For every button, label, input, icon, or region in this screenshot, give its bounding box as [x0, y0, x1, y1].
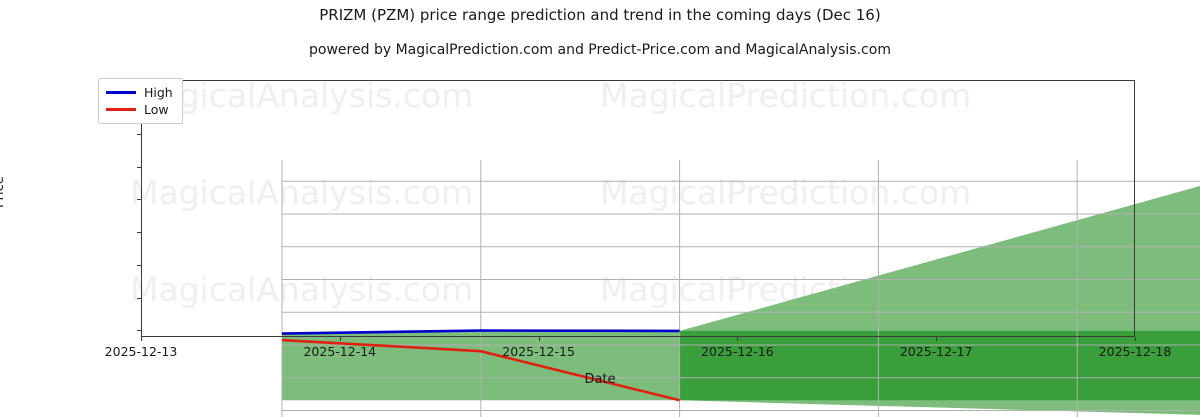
- series-line-low: [281, 338, 680, 402]
- x-axis-tick-label: 2025-12-13: [104, 344, 178, 359]
- legend-item-low[interactable]: Low: [106, 101, 173, 118]
- y-axis-label: Price: [0, 176, 7, 208]
- x-axis-tick-mark: [737, 337, 739, 341]
- x-axis-tick-mark: [936, 337, 938, 341]
- x-axis-tick-mark: [538, 337, 540, 341]
- page-title: PRIZM (PZM) price range prediction and t…: [319, 6, 881, 24]
- y-axis-tick-mark: [137, 134, 141, 136]
- x-axis-tick-label: 2025-12-17: [899, 344, 973, 359]
- y-axis-tick-mark: [137, 330, 141, 332]
- y-axis-tick-mark: [137, 264, 141, 266]
- x-axis-tick-label: 2025-12-16: [701, 344, 774, 359]
- forecast-band-inner: [679, 330, 1200, 401]
- series-line-high: [281, 329, 680, 335]
- legend-item-high[interactable]: High: [106, 84, 173, 101]
- x-axis-tick-mark: [339, 337, 341, 341]
- legend-swatch-high: [106, 91, 136, 94]
- y-axis-tick-mark: [137, 297, 141, 299]
- page-subtitle: powered by MagicalPrediction.com and Pre…: [309, 42, 891, 58]
- plot-area: [141, 80, 1200, 417]
- series-group: [281, 329, 680, 402]
- legend-label-high: High: [144, 85, 173, 100]
- y-axis-tick-mark: [137, 166, 141, 168]
- legend-swatch-low: [106, 108, 136, 111]
- x-axis-tick-label: 2025-12-15: [502, 344, 575, 359]
- x-axis-tick-label: 2025-12-14: [303, 344, 377, 359]
- y-axis-tick-mark: [137, 199, 141, 201]
- x-axis-tick-mark: [141, 337, 142, 341]
- chart-figure: PRIZM (PZM) price range prediction and t…: [0, 6, 1200, 417]
- x-axis-label: Date: [584, 372, 616, 387]
- x-axis-tick-label: 2025-12-18: [1098, 344, 1172, 359]
- y-axis-tick-mark: [137, 232, 141, 234]
- legend-label-low: Low: [144, 102, 169, 117]
- x-axis-tick-mark: [1135, 337, 1136, 341]
- chart-legend: High Low: [98, 78, 183, 124]
